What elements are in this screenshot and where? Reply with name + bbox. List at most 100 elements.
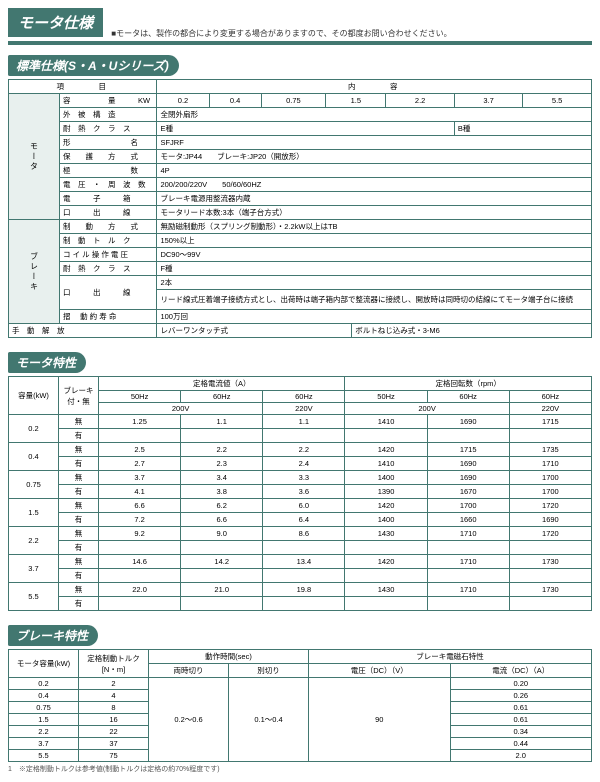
table-val: 1700 [509,485,591,499]
table-val: 1700 [427,499,509,513]
s2-cap: 容量(kW) [9,377,59,415]
s2-c50a: 50Hz [99,391,181,403]
r12v: DC90～99V [157,248,592,262]
s3-cap-v: 5.5 [9,750,79,762]
s2-v220a: 220V [263,403,345,415]
table-val [181,569,263,583]
s2-c601b: 60Hz [427,391,509,403]
table-val [509,429,591,443]
s3-trq-v: 75 [79,750,149,762]
table-val: 8.6 [263,527,345,541]
table-val: 22.0 [99,583,181,597]
table-val: 3.4 [181,471,263,485]
table-val: 6.4 [263,513,345,527]
table-brk: 有 [59,569,99,583]
table-val: 1400 [345,471,427,485]
table-val [509,541,591,555]
s3-a-v: 0.61 [450,702,592,714]
table-val: 1.1 [263,415,345,429]
s2-cur: 定格電流値（A） [99,377,345,391]
table-brk: 有 [59,457,99,471]
side-brake: ブレーキ [9,220,60,324]
table-val: 2.2 [181,443,263,457]
s3-cap-v: 0.2 [9,678,79,690]
r1v4: 1.5 [326,94,386,108]
table-val: 1690 [427,415,509,429]
table-val [509,597,591,611]
r6l: 極 数 [60,164,157,178]
s3-m2: 0.1～0.4 [229,678,309,762]
s2-v220b: 220V [509,403,591,415]
table-val [99,569,181,583]
table-cap: 0.75 [9,471,59,499]
table-val: 1690 [427,457,509,471]
r10v: 無励磁制動形（スプリング制動形）・2.2kW以上はTB [157,220,592,234]
table-val: 1390 [345,485,427,499]
r5v: モータ:JP44 ブレーキ:JP20（開放形） [157,150,592,164]
table-val: 9.0 [181,527,263,541]
table-val [427,541,509,555]
table-val: 13.4 [263,555,345,569]
r1v7: 5.5 [523,94,592,108]
s2-rpm: 定格回転数（rpm） [345,377,592,391]
table-val: 1670 [427,485,509,499]
table-val: 9.2 [99,527,181,541]
header-rule-thick [8,42,592,45]
table-brk: 有 [59,485,99,499]
s3-trq-v: 37 [79,738,149,750]
table-val: 3.6 [263,485,345,499]
r2l: 外 被 構 造 [60,108,157,122]
s3-m3: 90 [309,678,451,762]
r13v: F種 [157,262,592,276]
table-val [181,597,263,611]
r1v6: 3.7 [454,94,522,108]
s3-v: 電圧（DC）（V） [309,664,451,678]
s3-cap-v: 0.75 [9,702,79,714]
th-content: 内 容 [157,80,592,94]
s2-v200a: 200V [99,403,263,415]
table-val: 1.1 [181,415,263,429]
r7l: 電 圧 ・ 周 波 数 [60,178,157,192]
s3-a-v: 2.0 [450,750,592,762]
table-val: 1660 [427,513,509,527]
table-val [345,569,427,583]
s3-m1: 0.2～0.6 [149,678,229,762]
r3l: 耐 熱 ク ラ ス [60,122,157,136]
table-cap: 0.2 [9,415,59,443]
table-brk: 無 [59,583,99,597]
table-cap: 0.4 [9,443,59,471]
table-val: 1715 [427,443,509,457]
table-val: 3.8 [181,485,263,499]
table-val [263,597,345,611]
s3-mag: ブレーキ電磁石特性 [309,650,592,664]
table-cap: 3.7 [9,555,59,583]
table-val: 2.5 [99,443,181,457]
page-title: モータ仕様 [8,8,103,37]
table-val: 1710 [427,555,509,569]
s3-cap-v: 2.2 [9,726,79,738]
brake-char-table: モータ容量(kW) 定格制動トルク [N・m] 動作時間(sec) ブレーキ電磁… [8,649,592,762]
r14v1: 2本 [157,276,592,290]
table-val: 2.7 [99,457,181,471]
s3-a-v: 0.26 [450,690,592,702]
s2-brk: ブレーキ 付・無 [59,377,99,415]
table-cap: 5.5 [9,583,59,611]
table-val: 1420 [345,555,427,569]
footnote: 1 ※定格制動トルクは参考値(制動トルクは定格の約70%程度です) [8,764,592,774]
table-brk: 無 [59,415,99,429]
r8l: 電 子 箱 [60,192,157,206]
s3-trq-v: 16 [79,714,149,726]
table-val: 2.2 [263,443,345,457]
s3-trq-v: 8 [79,702,149,714]
s3-trq-v: 22 [79,726,149,738]
table-val: 1735 [509,443,591,457]
table-val: 1690 [427,471,509,485]
r1v1: 0.2 [157,94,209,108]
section3-title: ブレーキ特性 [8,625,98,646]
s3-t2: 別切り [229,664,309,678]
table-val: 3.7 [99,471,181,485]
s2-c601a: 60Hz [181,391,263,403]
table-val [263,569,345,583]
table-val [181,429,263,443]
table-cap: 2.2 [9,527,59,555]
